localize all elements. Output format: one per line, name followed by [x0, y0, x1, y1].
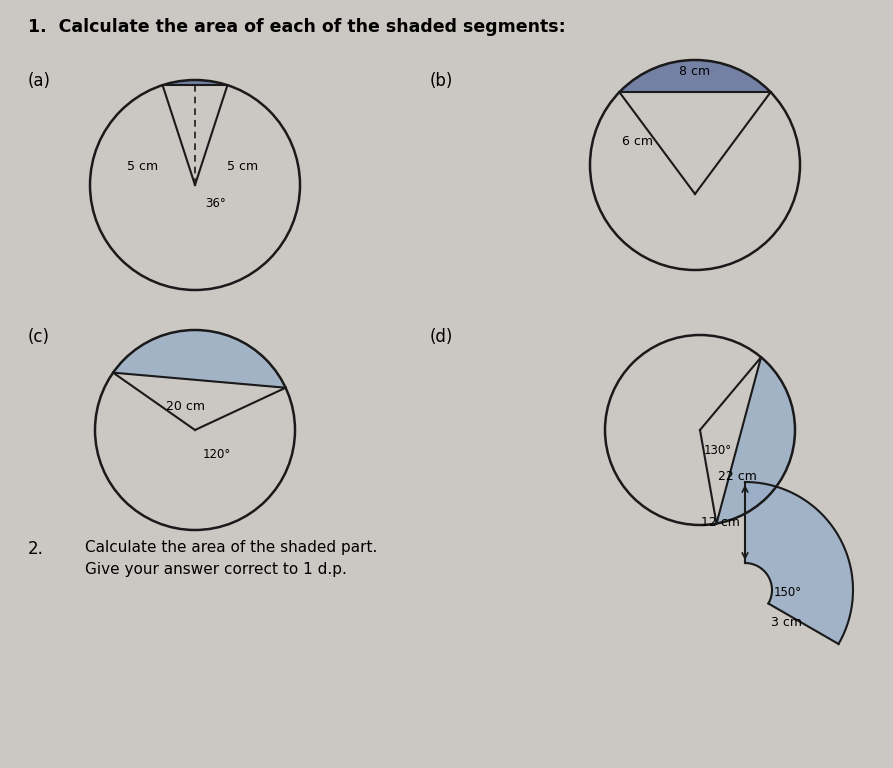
Text: (d): (d) — [430, 328, 454, 346]
Text: 6 cm: 6 cm — [622, 134, 653, 147]
Text: (c): (c) — [28, 328, 50, 346]
Text: 12 cm: 12 cm — [701, 516, 740, 529]
Polygon shape — [745, 482, 853, 644]
Text: 5 cm: 5 cm — [228, 161, 259, 174]
Text: 3 cm: 3 cm — [772, 615, 803, 628]
Text: 2.: 2. — [28, 540, 44, 558]
Text: 22 cm: 22 cm — [718, 470, 757, 483]
Text: 8 cm: 8 cm — [680, 65, 711, 78]
Text: Give your answer correct to 1 d.p.: Give your answer correct to 1 d.p. — [85, 562, 346, 577]
Polygon shape — [716, 357, 795, 524]
Text: 1.  Calculate the area of each of the shaded segments:: 1. Calculate the area of each of the sha… — [28, 18, 566, 36]
Polygon shape — [113, 330, 286, 388]
Text: (a): (a) — [28, 72, 51, 90]
Polygon shape — [620, 60, 771, 92]
Text: 130°: 130° — [704, 444, 732, 457]
Text: 150°: 150° — [773, 585, 802, 598]
Text: 20 cm: 20 cm — [166, 400, 205, 413]
Polygon shape — [163, 80, 228, 85]
Text: Calculate the area of the shaded part.: Calculate the area of the shaded part. — [85, 540, 378, 555]
Text: (b): (b) — [430, 72, 454, 90]
Text: 120°: 120° — [203, 448, 231, 461]
Text: 36°: 36° — [205, 197, 226, 210]
Text: 5 cm: 5 cm — [128, 161, 159, 174]
